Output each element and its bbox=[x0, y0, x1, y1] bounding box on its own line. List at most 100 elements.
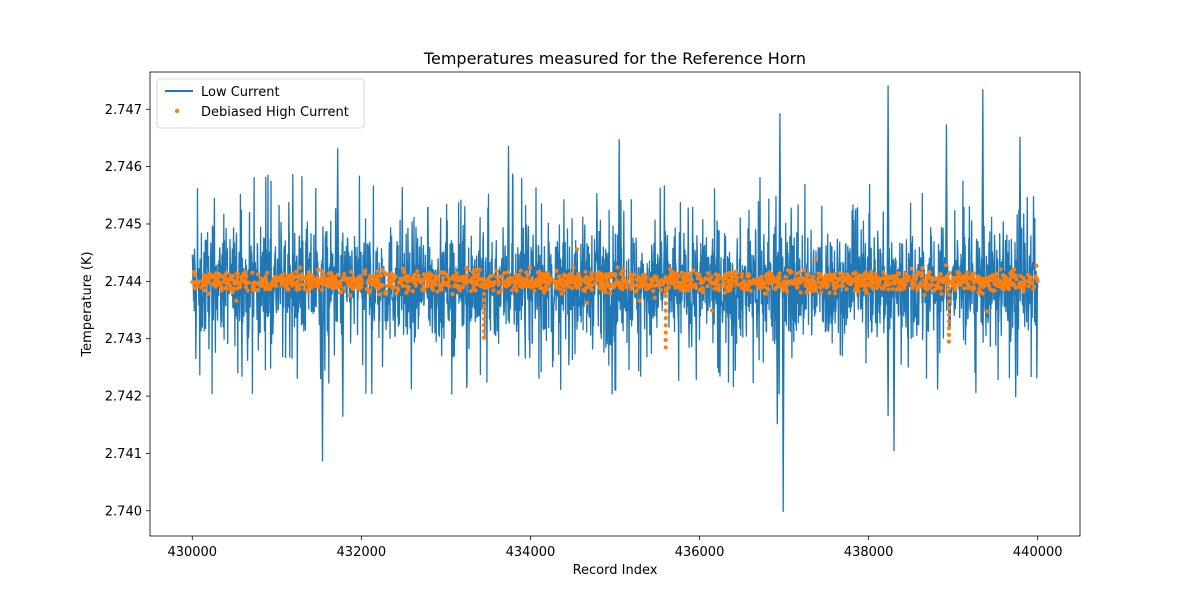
high-current-point bbox=[457, 278, 462, 283]
low-current-spike bbox=[506, 145, 510, 285]
high-current-dip-point bbox=[946, 306, 952, 311]
high-current-point bbox=[877, 281, 882, 286]
high-current-point bbox=[583, 275, 588, 280]
high-current-dip-point bbox=[481, 298, 487, 303]
high-current-point bbox=[202, 276, 207, 281]
high-current-point bbox=[685, 278, 691, 283]
high-current-dip-point bbox=[663, 323, 668, 328]
high-current-point bbox=[796, 276, 802, 281]
low-current-spike bbox=[1014, 284, 1018, 398]
high-current-point bbox=[1017, 285, 1022, 290]
high-current-point bbox=[697, 288, 702, 293]
high-current-point bbox=[585, 280, 590, 285]
low-current-spike bbox=[892, 284, 896, 452]
high-current-point bbox=[540, 272, 545, 277]
high-current-point bbox=[416, 273, 421, 278]
high-current-point bbox=[514, 280, 519, 285]
high-current-point bbox=[692, 283, 697, 288]
high-current-point bbox=[335, 272, 340, 277]
high-current-point bbox=[348, 277, 354, 282]
high-current-point bbox=[359, 278, 364, 283]
high-current-point bbox=[903, 271, 908, 276]
high-current-point bbox=[651, 288, 656, 293]
high-current-point bbox=[827, 272, 833, 277]
high-current-dip-point bbox=[663, 293, 668, 299]
high-current-point bbox=[451, 276, 456, 281]
high-current-point bbox=[816, 280, 821, 285]
high-current-point bbox=[271, 279, 276, 284]
high-current-point bbox=[856, 277, 862, 282]
high-current-point bbox=[615, 265, 620, 270]
high-current-point bbox=[881, 270, 886, 275]
high-current-point bbox=[558, 287, 563, 292]
high-current-point bbox=[831, 274, 836, 279]
high-current-point bbox=[805, 273, 810, 278]
high-current-point bbox=[378, 273, 384, 278]
high-current-point bbox=[426, 280, 431, 285]
high-current-point bbox=[747, 273, 752, 278]
high-current-point bbox=[823, 280, 828, 285]
high-current-point bbox=[286, 281, 291, 286]
high-current-point bbox=[268, 283, 273, 288]
high-current-point bbox=[712, 286, 717, 291]
high-current-point bbox=[964, 280, 969, 285]
high-current-point bbox=[428, 275, 433, 280]
high-current-point bbox=[339, 289, 344, 294]
high-current-dip-point bbox=[481, 304, 487, 309]
high-current-point bbox=[677, 284, 682, 289]
high-current-point bbox=[1000, 272, 1006, 278]
y-axis: 2.740 2.741 2.742 2.743 2.744 2.745 2.746 2.747 bbox=[105, 103, 150, 519]
high-current-point bbox=[321, 272, 326, 277]
high-current-point bbox=[584, 300, 590, 305]
high-current-dip-point bbox=[663, 308, 668, 313]
high-current-point bbox=[319, 269, 324, 274]
high-current-dip-point bbox=[663, 345, 668, 350]
high-current-point bbox=[863, 273, 869, 278]
high-current-point bbox=[982, 278, 987, 283]
high-current-point bbox=[962, 286, 967, 291]
high-current-point bbox=[971, 284, 977, 290]
high-current-point bbox=[636, 283, 641, 288]
high-current-dip-point bbox=[663, 301, 668, 306]
y-tick-label: 2.747 bbox=[105, 103, 142, 118]
high-current-dip-point bbox=[481, 316, 487, 321]
high-current-point bbox=[819, 290, 824, 295]
high-current-point bbox=[844, 287, 849, 292]
high-current-point bbox=[1010, 271, 1015, 276]
high-current-point bbox=[245, 280, 250, 286]
high-current-point bbox=[554, 268, 559, 273]
high-current-point bbox=[280, 276, 285, 281]
high-current-point bbox=[632, 272, 637, 277]
high-current-point bbox=[902, 276, 907, 281]
high-current-point bbox=[715, 276, 720, 281]
high-current-point bbox=[543, 284, 549, 289]
high-current-point bbox=[513, 286, 518, 291]
high-current-point bbox=[350, 286, 356, 291]
high-current-point bbox=[513, 273, 518, 278]
high-current-point bbox=[401, 266, 406, 271]
high-current-point bbox=[503, 283, 509, 289]
high-current-point bbox=[658, 288, 664, 293]
high-current-point bbox=[691, 268, 696, 273]
high-current-point bbox=[976, 290, 981, 295]
high-current-point bbox=[676, 273, 682, 279]
high-current-point bbox=[964, 274, 969, 279]
high-current-point bbox=[502, 271, 507, 276]
high-current-point bbox=[794, 282, 799, 287]
high-current-point bbox=[471, 284, 476, 289]
high-current-point bbox=[1034, 276, 1040, 282]
high-current-point bbox=[939, 291, 944, 296]
high-current-point bbox=[673, 275, 678, 280]
high-current-point bbox=[406, 287, 411, 292]
high-current-point bbox=[1021, 282, 1026, 287]
high-current-point bbox=[315, 278, 320, 283]
high-current-point bbox=[746, 279, 751, 284]
high-current-point bbox=[323, 278, 328, 283]
high-current-point bbox=[194, 285, 199, 290]
high-current-point bbox=[378, 282, 383, 287]
high-current-point bbox=[259, 276, 264, 281]
high-current-point bbox=[768, 278, 773, 283]
high-current-point bbox=[922, 292, 927, 297]
high-current-point bbox=[608, 291, 613, 296]
high-current-point bbox=[456, 284, 461, 289]
